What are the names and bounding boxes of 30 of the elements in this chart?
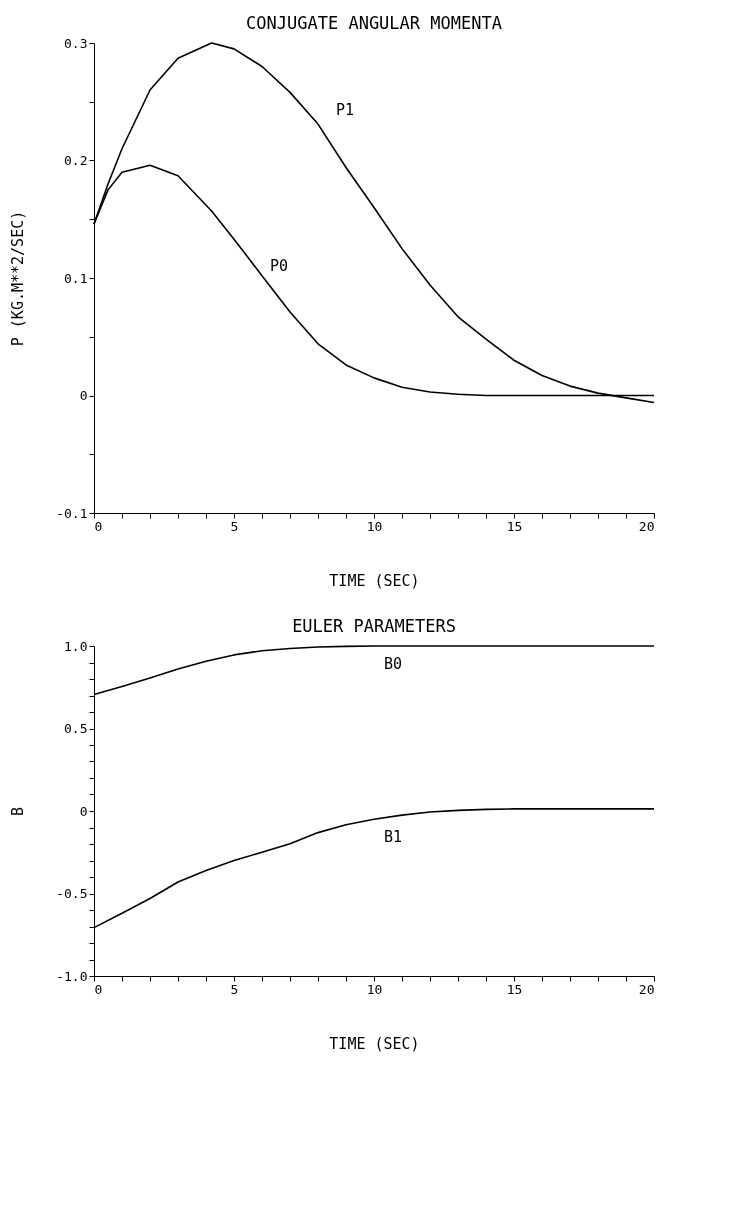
x-tick-label: 0	[94, 518, 103, 534]
x-axis-title: TIME (SEC)	[329, 1034, 420, 1053]
y-tick-label: 0	[79, 803, 88, 819]
x-tick-label: 15	[506, 518, 523, 534]
x-tick-label: 15	[506, 981, 523, 997]
y-tick-label: 0.3	[64, 35, 88, 51]
y-tick-label: 0.1	[64, 270, 88, 286]
y-tick-label: 0	[79, 388, 88, 403]
y-tick-label: 0.2	[64, 153, 88, 168]
y-axis-title: B	[9, 806, 28, 817]
y-tick-label: -0.5	[56, 886, 88, 901]
y-tick-label: -0.1	[56, 505, 88, 521]
x-tick-label: 5	[230, 518, 239, 534]
series-label: P1	[336, 101, 355, 120]
y-tick-label: 1.0	[64, 638, 88, 654]
chart-title: EULER PARAMETERS	[292, 616, 456, 636]
y-axis-title: P (KG.M**2/SEC)	[9, 210, 28, 347]
x-tick-label: 0	[94, 981, 103, 997]
series-label: B0	[384, 655, 403, 673]
x-tick-label: 5	[230, 981, 239, 997]
y-tick-label: 0.5	[64, 721, 88, 736]
chart-title: CONJUGATE ANGULAR MOMENTA	[246, 13, 502, 33]
x-axis-title: TIME (SEC)	[329, 571, 420, 590]
y-tick-label: -1.0	[56, 968, 88, 984]
x-tick-label: 20	[638, 981, 655, 997]
series-label: B1	[384, 828, 403, 847]
x-tick-label: 10	[366, 518, 383, 534]
x-tick-label: 10	[366, 981, 383, 997]
x-tick-label: 20	[638, 518, 655, 534]
series-label: P0	[270, 256, 289, 275]
